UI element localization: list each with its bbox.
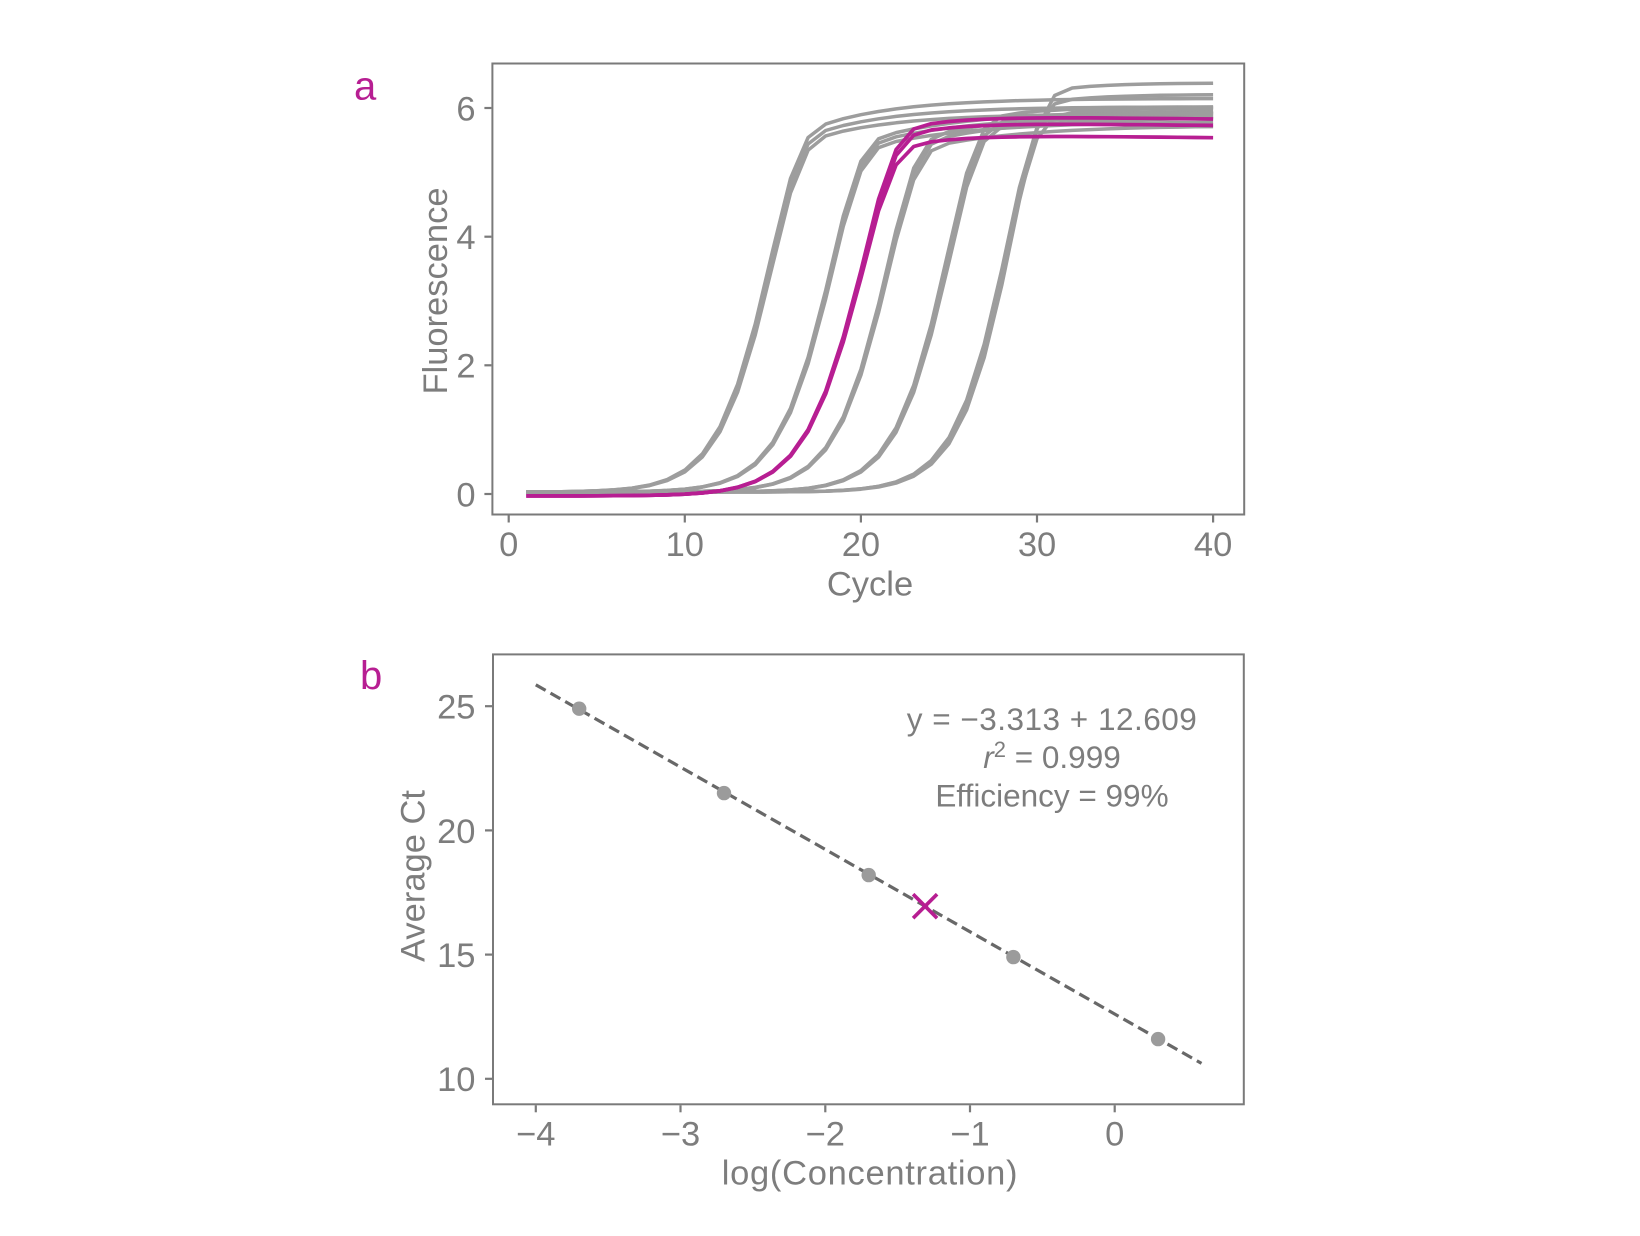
svg-text:25: 25	[437, 689, 475, 727]
svg-text:30: 30	[1018, 526, 1056, 564]
svg-text:10: 10	[666, 526, 704, 564]
svg-text:Efficiency = 99%: Efficiency = 99%	[935, 778, 1168, 814]
svg-text:−1: −1	[950, 1116, 989, 1154]
svg-text:0: 0	[456, 476, 475, 514]
svg-text:15: 15	[437, 937, 475, 975]
svg-text:−4: −4	[516, 1116, 555, 1154]
svg-text:Cycle: Cycle	[827, 565, 913, 603]
svg-text:b: b	[360, 654, 382, 698]
svg-text:y = −3.313 + 12.609: y = −3.313 + 12.609	[907, 701, 1198, 737]
svg-text:6: 6	[456, 90, 475, 128]
svg-text:a: a	[354, 65, 377, 109]
svg-text:0: 0	[1105, 1116, 1124, 1154]
svg-text:r2 = 0.999: r2 = 0.999	[983, 737, 1120, 775]
svg-text:4: 4	[456, 219, 475, 257]
svg-text:2: 2	[456, 348, 475, 386]
svg-text:0: 0	[499, 526, 518, 564]
svg-text:Average Ct: Average Ct	[395, 790, 433, 962]
svg-text:20: 20	[437, 813, 475, 851]
svg-text:−3: −3	[661, 1116, 700, 1154]
svg-text:log(Concentration): log(Concentration)	[722, 1155, 1018, 1193]
svg-text:−2: −2	[806, 1116, 845, 1154]
svg-text:40: 40	[1194, 526, 1232, 564]
svg-text:10: 10	[437, 1061, 475, 1099]
svg-text:20: 20	[842, 526, 880, 564]
svg-text:Fluorescence: Fluorescence	[417, 187, 455, 394]
